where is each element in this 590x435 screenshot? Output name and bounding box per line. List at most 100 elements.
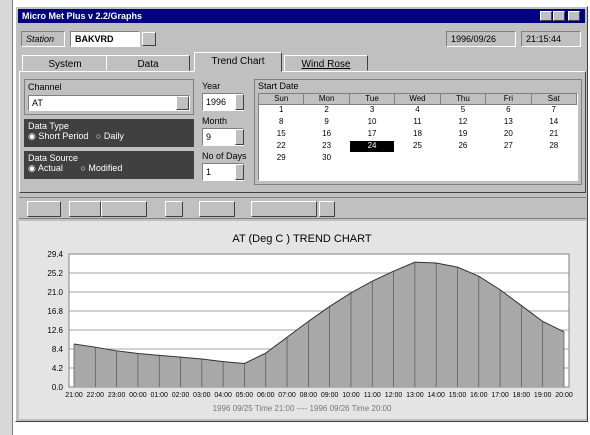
tool-button[interactable]: [69, 201, 101, 217]
x-tick-label: 06:00: [257, 392, 275, 399]
radio-option[interactable]: ○ Modified: [80, 163, 123, 173]
day[interactable]: 21: [549, 129, 559, 138]
tool-button[interactable]: [251, 201, 317, 217]
y-tick-label: 16.8: [47, 307, 63, 316]
combo-arrow[interactable]: [176, 96, 189, 110]
day[interactable]: 25: [413, 141, 422, 150]
day[interactable]: 14: [549, 117, 559, 126]
x-tick-label: 05:00: [236, 392, 254, 399]
minimize-button[interactable]: [540, 11, 552, 21]
calendar-title: Start Date: [258, 81, 299, 91]
day[interactable]: 17: [367, 129, 377, 138]
y-tick-label: 4.2: [52, 364, 64, 373]
station-combo[interactable]: BAKVRD: [70, 31, 140, 47]
tab[interactable]: Trend Chart: [194, 52, 282, 72]
day[interactable]: 16: [322, 129, 332, 138]
day[interactable]: 20: [503, 129, 513, 138]
tab[interactable]: Wind Rose: [284, 55, 368, 71]
tab[interactable]: System: [22, 55, 108, 71]
x-tick-label: 00:00: [129, 392, 147, 399]
y-tick-label: 0.0: [52, 383, 64, 392]
day[interactable]: 26: [458, 141, 468, 150]
weekday: Thu: [440, 94, 487, 105]
day[interactable]: 24: [349, 141, 395, 152]
day[interactable]: 15: [276, 129, 286, 138]
day[interactable]: 10: [367, 117, 377, 126]
x-tick-label: 13:00: [406, 392, 424, 399]
month-label: Month: [202, 116, 228, 126]
day[interactable]: 2: [324, 105, 329, 114]
spin-buttons[interactable]: [235, 164, 244, 180]
day[interactable]: 29: [276, 153, 286, 162]
y-tick-label: 25.2: [47, 269, 63, 278]
radio-option[interactable]: ◉ Short Period: [28, 131, 89, 141]
day[interactable]: 4: [415, 105, 420, 114]
tool-button[interactable]: [165, 201, 183, 217]
calendar: Sun Mon Tue Wed Thu Fri Sat 1 2 3 4 5 6 7 8 9 10 11 12 13 14…: [258, 93, 578, 181]
tool-button[interactable]: [319, 201, 335, 217]
time: 21:15:44: [521, 31, 581, 47]
title-bar: Micro Met Plus v 2.2/Graphs: [18, 9, 585, 23]
toolbar: [19, 197, 586, 219]
x-tick-label: 11:00: [364, 392, 381, 399]
x-tick-label: 17:00: [491, 392, 509, 399]
day[interactable]: 18: [413, 129, 422, 138]
radio-option[interactable]: ◉ Actual: [28, 163, 63, 173]
day[interactable]: 23: [322, 141, 332, 150]
radio-option[interactable]: ○ Daily: [95, 131, 124, 141]
combo-arrow[interactable]: [142, 32, 156, 46]
x-tick-label: 19:00: [534, 392, 552, 399]
weekday: Wed: [395, 94, 441, 105]
day[interactable]: 28: [549, 141, 559, 150]
x-tick-label: 21:00: [65, 392, 83, 399]
area-outline: [73, 261, 565, 364]
option-label: Daily: [103, 131, 124, 141]
option-label: Actual: [37, 163, 63, 173]
day[interactable]: 22: [276, 141, 286, 150]
day[interactable]: 12: [458, 117, 468, 126]
day[interactable]: 1: [278, 105, 284, 114]
channel-combo[interactable]: AT: [28, 95, 190, 111]
day[interactable]: 19: [458, 129, 468, 138]
spin-buttons[interactable]: [235, 94, 244, 110]
x-tick-label: 07:00: [278, 392, 296, 399]
tool-button[interactable]: [101, 201, 147, 217]
weekday: Fri: [486, 94, 532, 105]
y-tick-label: 12.6: [47, 326, 63, 335]
day[interactable]: 27: [503, 141, 513, 150]
calendar-group: Start Date Sun Mon Tue Wed Thu Fri Sat 1 2 3 4 5 6 7 8…: [254, 79, 582, 185]
day[interactable]: 6: [506, 105, 511, 114]
day[interactable]: 30: [322, 153, 332, 162]
spin-buttons[interactable]: [235, 129, 244, 145]
day[interactable]: 7: [551, 105, 556, 114]
maximize-button[interactable]: [553, 11, 565, 21]
x-tick-label: 08:00: [300, 392, 318, 399]
tab[interactable]: Data: [106, 55, 190, 71]
day[interactable]: 3: [369, 105, 375, 114]
channel-label: Channel: [28, 82, 62, 92]
data-type-group: Data Type ◉ Short Period ○ Daily: [24, 119, 194, 147]
tool-button[interactable]: [27, 201, 61, 217]
day[interactable]: 9: [324, 117, 329, 126]
weekday: Sun: [259, 94, 305, 105]
day[interactable]: 5: [460, 105, 466, 114]
x-tick-label: 02:00: [172, 392, 190, 399]
area: [74, 262, 564, 387]
x-tick-label: 04:00: [214, 392, 232, 399]
day[interactable]: 13: [503, 117, 513, 126]
tool-button[interactable]: [199, 201, 235, 217]
x-tick-label: 18:00: [513, 392, 531, 399]
data-type-label: Data Type: [28, 121, 69, 131]
days-label: No of Days: [202, 151, 247, 161]
x-tick-label: 03:00: [193, 392, 211, 399]
weekday: Tue: [349, 94, 396, 105]
day[interactable]: 8: [278, 117, 284, 126]
x-tick-label: 10:00: [342, 392, 360, 399]
x-tick-label: 12:00: [385, 392, 403, 399]
chart-footer: 1996 09/25 Time 21:00 ---- 1996 09/26 Ti…: [213, 404, 392, 413]
data-source-group: Data Source ◉ Actual ○ Modified: [24, 151, 194, 179]
close-button[interactable]: [568, 11, 580, 21]
left-strip: [0, 0, 13, 435]
day[interactable]: 11: [413, 117, 422, 126]
